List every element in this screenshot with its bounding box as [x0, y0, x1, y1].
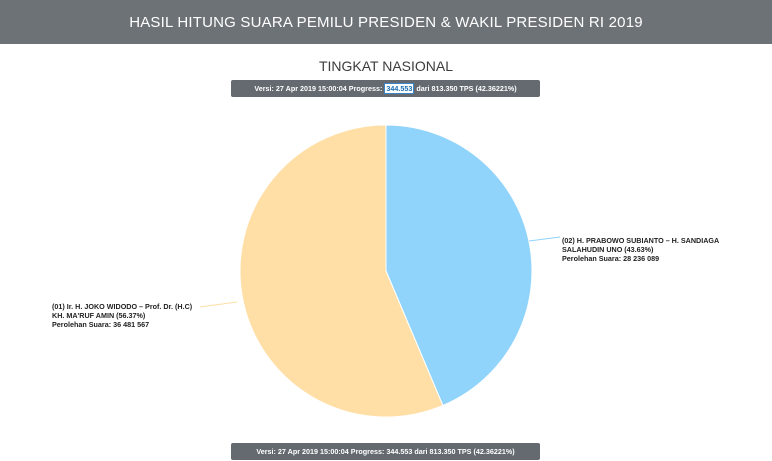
pie-slice-prabowo[interactable]	[385, 124, 533, 407]
slice-name-line2: KH. MA'RUF AMIN (56.37%)	[52, 311, 146, 320]
slice-votes: Perolehan Suara: 28 236 089	[562, 254, 660, 263]
slice-name-line1: (01) Ir. H. JOKO WIDODO – Prof. Dr. (H.C…	[52, 302, 193, 311]
progress-badge-bottom: Versi: 27 Apr 2019 15:00:04 Progress: 34…	[231, 443, 540, 460]
slice-votes: Perolehan Suara: 36 481 567	[52, 320, 150, 329]
slice-name-line1: (02) H. PRABOWO SUBIANTO – H. SANDIAGA	[562, 236, 720, 245]
page-title: HASIL HITUNG SUARA PEMILU PRESIDEN & WAK…	[129, 13, 643, 31]
slice-label-prabowo: (02) H. PRABOWO SUBIANTO – H. SANDIAGA S…	[562, 236, 719, 263]
progress-badge-top: Versi: 27 Apr 2019 15:00:04 Progress: 34…	[231, 80, 540, 97]
progress-suffix: dari 813.350 TPS (42.36221%)	[414, 447, 515, 456]
progress-tps-count: 344.553	[386, 447, 413, 456]
slice-label-jokowi: (01) Ir. H. JOKO WIDODO – Prof. Dr. (H.C…	[52, 302, 192, 329]
leader-line-jokowi	[199, 301, 238, 308]
chart-subtitle: TINGKAT NASIONAL	[318, 58, 454, 74]
progress-suffix: dari 813.350 TPS (42.36221%)	[416, 84, 517, 93]
pie-slice-jokowi[interactable]	[239, 124, 444, 418]
progress-prefix: Versi: 27 Apr 2019 15:00:04 Progress:	[256, 447, 385, 456]
progress-tps-count[interactable]: 344.553	[384, 83, 415, 94]
page-header: HASIL HITUNG SUARA PEMILU PRESIDEN & WAK…	[0, 0, 772, 44]
slice-name-line2: SALAHUDIN UNO (43.63%)	[562, 245, 654, 254]
leader-line-prabowo	[528, 236, 561, 242]
progress-prefix: Versi: 27 Apr 2019 15:00:04 Progress:	[254, 84, 383, 93]
